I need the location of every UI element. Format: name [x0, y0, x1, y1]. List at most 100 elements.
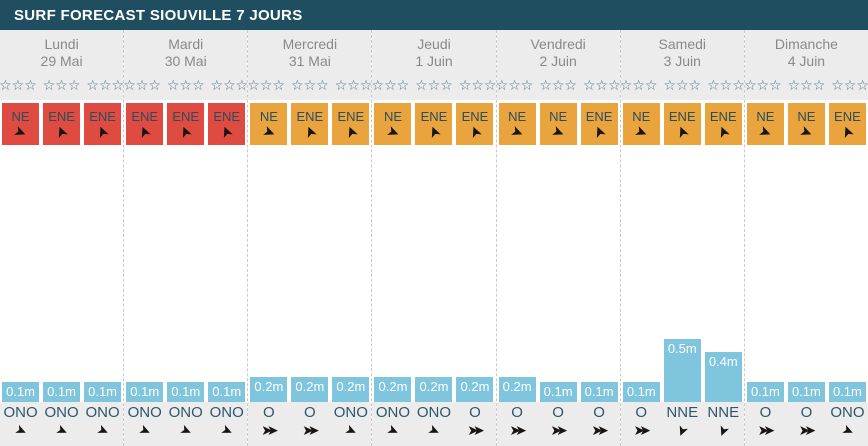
day-column: Samedi 3 Juin ☆☆☆ ☆☆☆ ☆☆☆ NE ➤ ENE ➤ ENE ➤ 0.1m 0.5m…	[619, 30, 745, 446]
swell-direction-arrow-icon: ➤➤	[467, 423, 485, 439]
day-name: Samedi	[658, 36, 706, 52]
wave-height-bar: 0.1m	[208, 382, 246, 402]
wind-direction-arrow-icon: ➤	[712, 122, 734, 142]
star-icon-group: ☆☆☆	[787, 76, 826, 93]
wind-cell: ENE ➤	[208, 103, 246, 145]
wave-height-label: 0.1m	[832, 384, 862, 399]
wave-height-label: 0.1m	[212, 384, 242, 399]
wind-direction-label: ENE	[213, 109, 241, 124]
wind-direction-arrow-icon: ➤	[50, 122, 73, 142]
wind-direction-label: ENE	[420, 109, 448, 124]
swell-cell: ONO ➤	[43, 404, 80, 446]
swell-direction-arrow-icon: ➤	[384, 421, 402, 441]
star-icon-group: ☆☆☆	[291, 76, 329, 93]
day-name: Mercredi	[282, 36, 338, 52]
swell-direction-label: O	[800, 404, 813, 421]
wind-direction-arrow-icon: ➤	[133, 122, 156, 142]
wave-height-bar: 0.1m	[2, 382, 40, 402]
wind-cell: ENE ➤	[126, 103, 164, 145]
wind-cell: ENE ➤	[43, 103, 81, 145]
swell-row: ONO ➤ ONO ➤ ONO ➤	[124, 402, 248, 446]
wind-direction-label: NE	[756, 109, 775, 124]
swell-direction-arrow-icon: ➤➤	[757, 423, 776, 439]
wave-height-label: 0.1m	[171, 384, 201, 399]
wind-direction-arrow-icon: ➤	[11, 121, 30, 143]
star-icon-group: ☆☆☆	[831, 76, 868, 93]
wave-height-bar: 0.2m	[374, 377, 412, 402]
wave-height-bar: 0.4m	[704, 352, 742, 402]
wave-height-bar: 0.1m	[539, 382, 577, 402]
star-icon-group: ☆☆☆	[123, 76, 161, 93]
swell-row: ONO ➤ ONO ➤ O ➤➤	[372, 402, 496, 446]
wind-direction-arrow-icon: ➤	[259, 121, 279, 143]
wave-height-label: 0.1m	[584, 384, 614, 399]
swell-row: O ➤➤ NNE ➤ NNE ➤	[620, 402, 744, 446]
wave-chart-area: 0.1m 0.1m 0.1m	[744, 146, 868, 402]
wave-height-bar: 0.2m	[498, 377, 536, 402]
star-icon-group: ☆☆☆	[539, 76, 577, 93]
swell-cell: ONO ➤	[2, 404, 39, 446]
star-icon-group: ☆☆☆	[415, 76, 453, 93]
wave-height-label: 0.1m	[47, 384, 77, 399]
wind-cell: NE ➤	[250, 103, 288, 145]
swell-direction-label: O	[552, 404, 564, 421]
wave-height-bar: 0.1m	[746, 382, 784, 402]
wind-direction-label: ENE	[709, 109, 737, 124]
day-date: 31 Mai	[288, 53, 331, 69]
wind-direction-label: ENE	[131, 109, 159, 124]
star-rating: ☆☆☆ ☆☆☆ ☆☆☆	[372, 70, 496, 100]
forecast-columns: Lundi 29 Mai ☆☆☆ ☆☆☆ ☆☆☆ NE ➤ ENE ➤ ENE ➤ 0.1m 0.1m 0…	[0, 30, 868, 446]
wind-direction-arrow-icon: ➤	[91, 122, 114, 142]
star-icon-group: ☆☆☆	[86, 76, 125, 93]
day-date: 4 Juin	[787, 53, 826, 69]
star-rating: ☆☆☆ ☆☆☆ ☆☆☆	[247, 70, 372, 100]
wind-cell: ENE ➤	[84, 103, 122, 145]
swell-direction-label: O	[635, 404, 648, 421]
day-column: Vendredi 2 Juin ☆☆☆ ☆☆☆ ☆☆☆ NE ➤ NE ➤ ENE ➤ 0.2m 0.1…	[495, 30, 621, 446]
star-rating: ☆☆☆ ☆☆☆ ☆☆☆	[123, 70, 248, 100]
wind-direction-arrow-icon: ➤	[464, 122, 486, 142]
wave-chart-area: 0.1m 0.5m 0.4m	[620, 146, 744, 402]
wind-direction-label: ENE	[337, 109, 365, 124]
wind-cell: ENE ➤	[456, 103, 494, 145]
swell-cell: O ➤➤	[623, 404, 660, 446]
wave-height-label: 0.2m	[254, 379, 284, 394]
wind-cell: ENE ➤	[704, 103, 742, 145]
wind-direction-label: ENE	[48, 109, 75, 124]
wind-direction-label: NE	[549, 109, 568, 124]
wave-chart-area: 0.2m 0.2m 0.2m	[248, 146, 372, 402]
wind-row: NE ➤ ENE ➤ ENE ➤	[248, 100, 372, 146]
wind-direction-label: ENE	[461, 109, 489, 124]
wind-cell: NE ➤	[374, 103, 412, 145]
star-icon-group: ☆☆☆	[0, 76, 37, 93]
star-rating: ☆☆☆ ☆☆☆ ☆☆☆	[620, 70, 745, 100]
wave-chart-area: 0.2m 0.1m 0.1m	[496, 146, 620, 402]
wind-row: ENE ➤ ENE ➤ ENE ➤	[124, 100, 248, 146]
wave-height-label: 0.1m	[6, 384, 36, 399]
wave-height-bar: 0.1m	[167, 382, 205, 402]
swell-cell: ONO ➤	[374, 404, 411, 446]
swell-cell: NNE ➤	[705, 404, 742, 446]
wave-height-bar: 0.1m	[43, 382, 81, 402]
day-header: Samedi 3 Juin	[620, 30, 744, 70]
day-column: Jeudi 1 Juin ☆☆☆ ☆☆☆ ☆☆☆ NE ➤ ENE ➤ ENE ➤ 0.2m 0.2m 0…	[371, 30, 496, 446]
swell-direction-label: ONO	[3, 404, 38, 421]
wave-height-label: 0.2m	[460, 379, 490, 394]
wave-height-bar: 0.2m	[291, 377, 329, 402]
star-rating: ☆☆☆ ☆☆☆ ☆☆☆	[496, 70, 621, 100]
swell-cell: ONO ➤	[167, 404, 204, 446]
wind-row: NE ➤ ENE ➤ ENE ➤	[0, 100, 124, 146]
wave-height-label: 0.4m	[708, 354, 738, 369]
swell-cell: O ➤➤	[456, 404, 493, 446]
star-icon-group: ☆☆☆	[166, 76, 205, 93]
wind-cell: NE ➤	[539, 103, 577, 145]
wind-direction-arrow-icon: ➤	[588, 122, 610, 142]
star-icon-group: ☆☆☆	[582, 76, 621, 93]
swell-direction-label: ONO	[416, 404, 452, 421]
wave-chart-area: 0.2m 0.2m 0.2m	[372, 146, 496, 402]
wave-height-bar: 0.1m	[622, 382, 660, 402]
wind-row: NE ➤ ENE ➤ ENE ➤	[372, 100, 496, 146]
wind-cell: NE ➤	[498, 103, 536, 145]
wind-direction-arrow-icon: ➤	[174, 122, 197, 142]
